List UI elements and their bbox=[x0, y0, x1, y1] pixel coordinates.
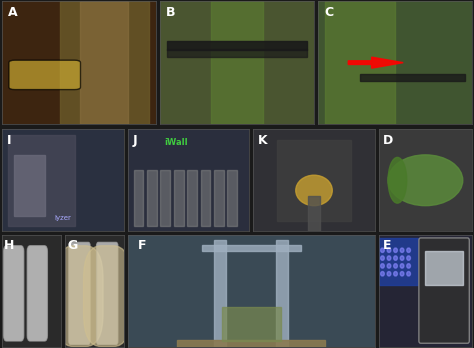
Text: C: C bbox=[324, 6, 333, 19]
Circle shape bbox=[381, 271, 384, 276]
Bar bbox=[325, 1, 395, 124]
Bar bbox=[81, 1, 128, 124]
Text: I: I bbox=[7, 134, 11, 147]
Bar bbox=[167, 49, 307, 56]
Text: K: K bbox=[258, 134, 268, 147]
Bar bbox=[60, 1, 149, 124]
Bar bbox=[14, 155, 45, 216]
FancyBboxPatch shape bbox=[4, 246, 24, 341]
Circle shape bbox=[394, 248, 397, 253]
Text: D: D bbox=[383, 134, 393, 147]
Bar bbox=[228, 170, 237, 226]
Bar bbox=[425, 251, 463, 285]
Text: iWall: iWall bbox=[164, 138, 188, 147]
Bar bbox=[277, 140, 351, 221]
Circle shape bbox=[400, 256, 404, 260]
Bar bbox=[167, 41, 307, 50]
Bar bbox=[202, 245, 301, 251]
Bar bbox=[174, 170, 183, 226]
Bar bbox=[201, 170, 210, 226]
Bar bbox=[160, 170, 170, 226]
Bar bbox=[187, 170, 197, 226]
Bar bbox=[211, 1, 263, 124]
FancyBboxPatch shape bbox=[69, 243, 90, 345]
Bar bbox=[177, 340, 326, 347]
Circle shape bbox=[296, 175, 332, 206]
Text: F: F bbox=[137, 239, 146, 252]
Text: H: H bbox=[4, 239, 15, 252]
Bar bbox=[360, 74, 465, 81]
Circle shape bbox=[394, 271, 397, 276]
Ellipse shape bbox=[388, 155, 463, 206]
Bar bbox=[308, 196, 320, 231]
Circle shape bbox=[400, 248, 404, 253]
Bar bbox=[134, 170, 143, 226]
Bar bbox=[379, 238, 418, 285]
Text: J: J bbox=[132, 134, 137, 147]
Circle shape bbox=[400, 271, 404, 276]
Circle shape bbox=[407, 248, 410, 253]
Text: E: E bbox=[383, 239, 391, 252]
Text: B: B bbox=[166, 6, 175, 19]
Bar bbox=[276, 240, 288, 347]
FancyBboxPatch shape bbox=[419, 238, 469, 343]
Circle shape bbox=[387, 248, 391, 253]
FancyBboxPatch shape bbox=[27, 246, 47, 341]
Circle shape bbox=[407, 256, 410, 260]
Circle shape bbox=[387, 256, 391, 260]
Bar bbox=[147, 170, 157, 226]
Text: lyzer: lyzer bbox=[55, 215, 71, 221]
Bar bbox=[214, 240, 227, 347]
Text: G: G bbox=[67, 239, 77, 252]
FancyBboxPatch shape bbox=[97, 243, 118, 345]
FancyBboxPatch shape bbox=[56, 246, 103, 347]
Ellipse shape bbox=[388, 157, 407, 203]
Circle shape bbox=[407, 264, 410, 268]
FancyBboxPatch shape bbox=[9, 60, 81, 89]
Text: A: A bbox=[8, 6, 18, 19]
Circle shape bbox=[381, 264, 384, 268]
Circle shape bbox=[381, 248, 384, 253]
FancyArrow shape bbox=[348, 57, 403, 68]
Circle shape bbox=[407, 271, 410, 276]
Circle shape bbox=[400, 264, 404, 268]
Circle shape bbox=[387, 271, 391, 276]
Bar bbox=[214, 170, 224, 226]
Circle shape bbox=[387, 264, 391, 268]
Bar bbox=[221, 307, 281, 341]
FancyBboxPatch shape bbox=[83, 246, 131, 347]
Circle shape bbox=[394, 256, 397, 260]
Circle shape bbox=[381, 256, 384, 260]
Bar bbox=[8, 135, 75, 226]
Circle shape bbox=[394, 264, 397, 268]
